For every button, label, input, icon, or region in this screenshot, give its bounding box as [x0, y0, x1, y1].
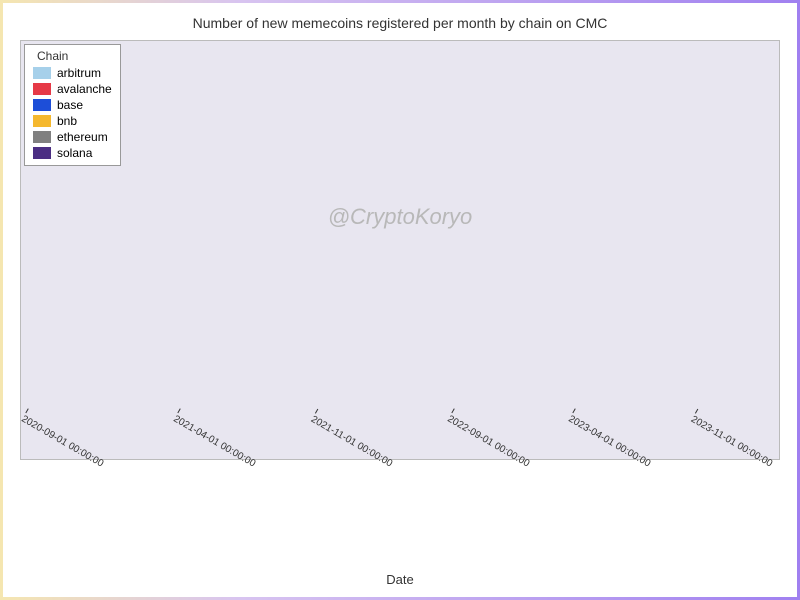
x-axis: :00:002020-09-01 00:00:002021-04-01 00:0…: [20, 460, 780, 560]
legend-label: avalanche: [57, 82, 112, 96]
legend-title: Chain: [33, 49, 112, 63]
legend-label: base: [57, 98, 83, 112]
chart-title: Number of new memecoins registered per m…: [5, 15, 795, 31]
legend-item: avalanche: [33, 81, 112, 97]
legend-label: ethereum: [57, 130, 108, 144]
legend-swatch: [33, 99, 51, 111]
legend: Chain arbitrum avalanche base bnb ethereum so…: [24, 44, 121, 166]
legend-label: solana: [57, 146, 92, 160]
legend-label: arbitrum: [57, 66, 101, 80]
legend-label: bnb: [57, 114, 77, 128]
legend-item: base: [33, 97, 112, 113]
bars-layer: [21, 41, 779, 459]
legend-item: bnb: [33, 113, 112, 129]
legend-item: arbitrum: [33, 65, 112, 81]
legend-swatch: [33, 83, 51, 95]
x-axis-label: Date: [5, 572, 795, 587]
legend-item: ethereum: [33, 129, 112, 145]
legend-swatch: [33, 115, 51, 127]
legend-item: solana: [33, 145, 112, 161]
plot-area: Chain arbitrum avalanche base bnb ethereum so…: [20, 40, 780, 460]
legend-swatch: [33, 67, 51, 79]
legend-swatch: [33, 131, 51, 143]
legend-swatch: [33, 147, 51, 159]
chart-container: Number of new memecoins registered per m…: [5, 5, 795, 595]
